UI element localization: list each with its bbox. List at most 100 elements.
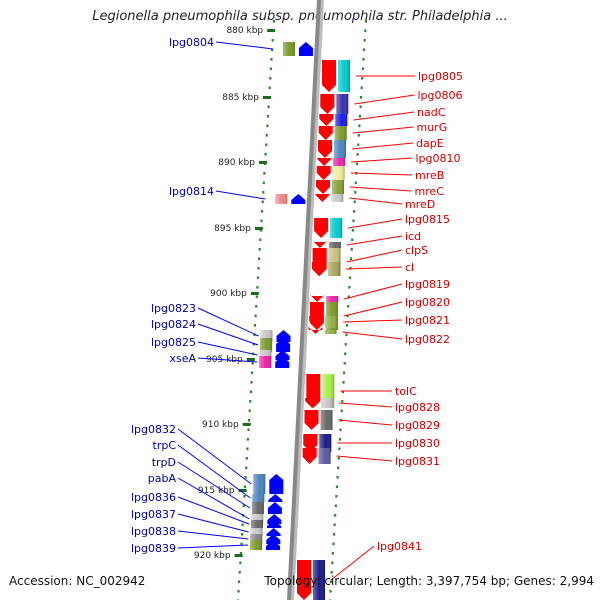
gene-label-lpg0823: lpg0823 (151, 302, 259, 337)
gene-label-dapE: dapE (351, 137, 444, 150)
gene-label-trpD: trpD (152, 456, 251, 509)
scale-tick-mark (234, 554, 243, 557)
lpg0828-gene (305, 398, 334, 408)
gene-label-text: lpg0815 (405, 213, 450, 226)
gene-label-text: lpg0814 (169, 185, 214, 198)
gene-label-text: pabA (148, 472, 177, 485)
gene-label-lpg0837: lpg0837 (131, 508, 249, 533)
gene-label-lpg0841: lpg0841 (330, 540, 422, 581)
gene-label-lpg0839: lpg0839 (131, 542, 249, 555)
gene-label-text: icd (405, 230, 421, 243)
nadC-gene (319, 114, 348, 126)
gene-label-text: lpg0836 (131, 491, 176, 504)
accession-text: Accession: NC_002942 (9, 574, 146, 588)
gene-label-text: lpg0828 (395, 401, 440, 414)
gene-label-cl: cl (345, 261, 414, 274)
gene-label-text: xseA (169, 352, 196, 365)
gene-label-lpg0804: lpg0804 (169, 36, 273, 50)
lpg0815-gene (314, 218, 343, 238)
murG-gene (318, 126, 347, 140)
lpg0804-gene (282, 42, 313, 56)
gene-label-text: mreC (415, 185, 445, 198)
scale-tick-mark (250, 292, 259, 295)
gene-label-text: nadC (417, 106, 446, 119)
gene-label-lpg0832: lpg0832 (131, 423, 252, 485)
gene-label-text: mreB (415, 169, 444, 182)
scale-tick-mark (238, 489, 247, 492)
topology-text: Topology: circular; Length: 3,397,754 bp… (264, 574, 594, 588)
scale-tick-mark (267, 29, 276, 32)
gene-label-lpg0831: lpg0831 (336, 455, 440, 468)
lpg0838-gene (250, 534, 281, 544)
gene-label-text: lpg0823 (151, 302, 196, 315)
gene-label-text: trpD (152, 456, 176, 469)
gene-label-text: lpg0825 (151, 336, 196, 349)
gene-label-mreB: mreB (350, 169, 444, 182)
map-title: Legionella pneumophila subsp. pneumophil… (92, 9, 508, 24)
gene-label-text: lpg0839 (131, 542, 176, 555)
gene-label-lpg0814: lpg0814 (169, 185, 266, 200)
gene-label-pabA: pabA (148, 472, 250, 520)
gene-label-xseA: xseA (169, 352, 258, 365)
gene-label-text: lpg0805 (418, 70, 463, 83)
gene-label-text: lpg0830 (395, 437, 440, 450)
gene-label-tolC: tolC (340, 385, 417, 398)
lpg0836-gene (251, 520, 281, 528)
scale-tick-label: 900 kbp (210, 289, 247, 299)
gene-label-text: tolC (395, 385, 417, 398)
gene-label-text: clpS (405, 244, 428, 257)
gene-label-lpg0836: lpg0836 (131, 491, 250, 525)
lpg0814-gene (275, 194, 306, 204)
scale-tick-mark (246, 358, 255, 361)
mreC-gene (316, 180, 344, 194)
gene-label-text: lpg0820 (405, 296, 450, 309)
gene-label-lpg0824: lpg0824 (151, 318, 259, 346)
lpg0837-gene (250, 528, 281, 536)
gene-label-lpg0825: lpg0825 (151, 336, 258, 356)
trpC-gene (252, 494, 283, 502)
lpg0830-gene (303, 434, 332, 452)
gene-label-lpg0815: lpg0815 (348, 213, 450, 229)
gene-label-text: lpg0824 (151, 318, 196, 331)
lpg0829-gene (304, 410, 333, 430)
lpg0831-gene (302, 448, 331, 464)
gene-label-lpg0838: lpg0838 (131, 525, 249, 540)
gene-labels: lpg0805 lpg0806 nadC murG dapE lpg0810 mreB mre… (131, 36, 463, 581)
gene-label-clpS: clpS (346, 244, 428, 263)
cl-gene (311, 262, 340, 276)
gene-label-text: dapE (416, 137, 444, 150)
gene-features (250, 42, 350, 600)
gene-label-text: mreD (405, 198, 435, 211)
scale-tick-label: 895 kbp (214, 224, 251, 234)
gene-label-lpg0805: lpg0805 (356, 70, 463, 83)
gene-label-icd: icd (346, 230, 421, 246)
gene-label-lpg0820: lpg0820 (343, 296, 450, 317)
gene-label-text: trpC (153, 439, 177, 452)
gene-label-mreC: mreC (349, 185, 445, 198)
scale-tick-mark (242, 423, 251, 426)
gene-label-text: lpg0806 (418, 89, 463, 102)
gene-label-lpg0830: lpg0830 (337, 437, 440, 450)
xseA-gene (259, 356, 290, 368)
gene-label-lpg0829: lpg0829 (338, 419, 440, 432)
gene-label-lpg0822: lpg0822 (342, 331, 450, 346)
lpg0832-gene (253, 474, 284, 494)
gene-label-lpg0810: lpg0810 (351, 152, 461, 165)
gene-label-lpg0806: lpg0806 (354, 89, 463, 105)
scale-tick-mark (258, 161, 267, 164)
gene-label-text: murG (417, 121, 448, 134)
scale-tick-label: 915 kbp (198, 486, 235, 496)
lpg0824-gene (260, 338, 291, 352)
gene-label-lpg0819: lpg0819 (344, 278, 450, 300)
scale-tick-mark (254, 227, 263, 230)
pabA-gene (251, 514, 282, 524)
gene-label-text: lpg0822 (405, 333, 450, 346)
gene-label-text: lpg0838 (131, 525, 176, 538)
gene-label-text: lpg0841 (377, 540, 422, 553)
mreD-gene (315, 194, 344, 202)
lpg0841-gene (297, 560, 325, 600)
genome-axis (287, 0, 324, 600)
scale-tick-label: 880 kbp (226, 26, 263, 36)
lpg0822-gene (308, 327, 337, 334)
dot-track-1 (328, 20, 367, 600)
